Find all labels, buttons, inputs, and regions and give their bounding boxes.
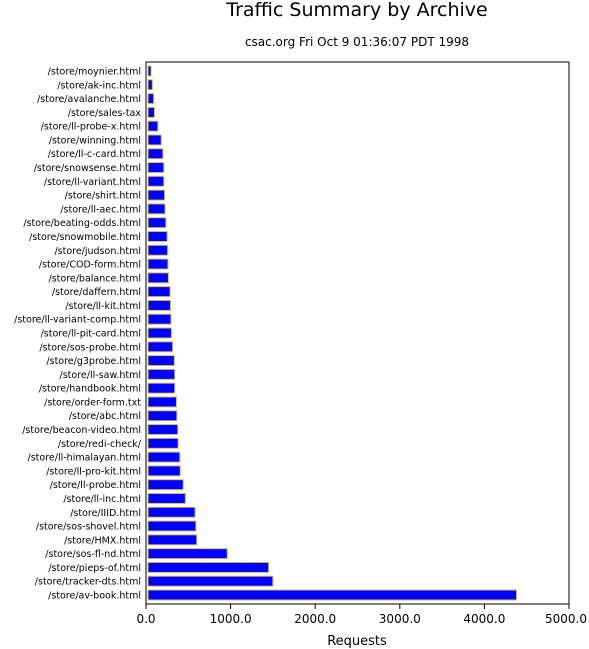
bar xyxy=(147,506,196,518)
category-label: /store/ak-inc.html xyxy=(57,80,141,91)
bar xyxy=(147,355,175,367)
bar xyxy=(147,410,178,422)
bar xyxy=(147,134,162,146)
x-tick-label: 1000.0 xyxy=(210,612,252,626)
bar xyxy=(147,548,228,560)
category-label: /store/judson.html xyxy=(54,246,141,257)
category-label: /store/handbook.html xyxy=(39,384,141,395)
category-label: /store/sos-probe.html xyxy=(39,342,141,353)
category-label: /store/sos-shovel.html xyxy=(36,522,141,533)
category-label: /store/pieps-of.html xyxy=(48,563,141,574)
bar xyxy=(147,520,197,532)
bar xyxy=(147,120,159,132)
bar xyxy=(147,79,153,91)
category-label: /store/beacon-video.html xyxy=(22,425,141,436)
bar xyxy=(147,492,186,504)
bars-group xyxy=(147,65,518,601)
category-label: /store/sales-tax xyxy=(68,108,142,119)
bar xyxy=(147,93,155,105)
category-label: /store/ll-pit-card.html xyxy=(41,329,141,340)
bar xyxy=(147,189,166,201)
bar xyxy=(147,203,166,215)
category-label: /store/redi-check/ xyxy=(58,439,142,450)
bar xyxy=(147,299,172,311)
category-label: /store/COD-form.html xyxy=(39,260,141,271)
chart-title: Traffic Summary by Archive xyxy=(225,0,487,21)
x-axis-title: Requests xyxy=(327,634,387,649)
bar xyxy=(147,368,176,380)
category-labels-group: /store/moynier.html/store/ak-inc.html/st… xyxy=(14,67,142,602)
x-tick-label: 2000.0 xyxy=(294,612,336,626)
bar xyxy=(147,106,155,118)
category-label: /store/g3probe.html xyxy=(46,356,141,367)
bar xyxy=(147,561,270,573)
bar xyxy=(147,534,198,546)
category-label: /store/ll-probe-x.html xyxy=(41,122,141,133)
bar xyxy=(147,589,518,601)
category-label: /store/ll-aec.html xyxy=(60,204,141,215)
x-tick-label: 5000.0 xyxy=(545,612,587,626)
bar xyxy=(147,65,152,77)
bar xyxy=(147,465,181,477)
plot-frame xyxy=(145,61,570,605)
chart-subtitle: csac.org Fri Oct 9 01:36:07 PDT 1998 xyxy=(245,35,469,49)
category-label: /store/sos-fl-nd.html xyxy=(45,549,141,560)
category-label: /store/ll-pro-kit.html xyxy=(46,466,141,477)
category-label: /store/ll-himalayan.html xyxy=(28,453,141,464)
category-label: /store/ll-saw.html xyxy=(60,370,141,381)
bar xyxy=(147,286,171,298)
category-label: /store/abc.html xyxy=(69,411,141,422)
bar xyxy=(147,313,172,325)
category-label: /store/beating-odds.html xyxy=(23,218,141,229)
bar xyxy=(147,175,165,187)
bar xyxy=(147,327,172,339)
category-label: /store/snowsense.html xyxy=(34,163,141,174)
category-label: /store/ll-c-card.html xyxy=(48,149,141,160)
category-label: /store/tracker-dts.html xyxy=(35,577,141,588)
bar xyxy=(147,479,184,491)
category-label: /store/daffern.html xyxy=(52,287,141,298)
category-label: /store/shirt.html xyxy=(65,191,141,202)
bar xyxy=(147,230,168,242)
bar xyxy=(147,217,167,229)
category-label: /store/balance.html xyxy=(49,273,142,284)
category-label: /store/ll-probe.html xyxy=(50,480,141,491)
bar xyxy=(147,272,169,284)
category-label: /store/ll-variant-comp.html xyxy=(14,315,141,326)
x-axis-ticks-group: 0.0 1000.0 2000.0 3000.0 4000.0 5000.0 xyxy=(136,604,587,626)
bar xyxy=(147,437,179,449)
category-label: /store/moynier.html xyxy=(48,67,141,78)
category-label: /store/IIID.html xyxy=(70,508,141,519)
bar xyxy=(147,341,174,353)
category-label: /store/winning.html xyxy=(49,135,141,146)
category-label: /store/avalanche.html xyxy=(37,94,141,105)
category-label: /store/snowmobile.html xyxy=(29,232,141,243)
bar xyxy=(147,396,177,408)
bar xyxy=(147,382,176,394)
category-label: /store/ll-variant.html xyxy=(44,177,141,188)
bar xyxy=(147,258,169,270)
bar xyxy=(147,148,164,160)
bar xyxy=(147,162,165,174)
category-label: /store/order-form.txt xyxy=(44,397,141,408)
category-label: /store/av-book.html xyxy=(48,591,141,602)
x-tick-label: 4000.0 xyxy=(463,612,505,626)
bar xyxy=(147,244,169,256)
bar xyxy=(147,575,274,587)
x-tick-label: 0.0 xyxy=(136,612,155,626)
category-label: /store/HMX.html xyxy=(64,535,141,546)
x-tick-label: 3000.0 xyxy=(379,612,421,626)
bar xyxy=(147,424,179,436)
bar xyxy=(147,451,181,463)
category-label: /store/ll-kit.html xyxy=(65,301,141,312)
category-label: /store/ll-inc.html xyxy=(63,494,141,505)
